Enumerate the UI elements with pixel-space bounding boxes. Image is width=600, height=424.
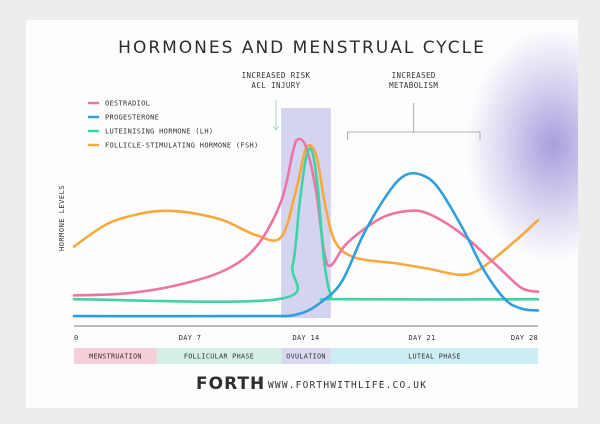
registered-mark: ®: [257, 377, 263, 384]
series-line-follicle-stimulating-hormone-fsh: [72, 144, 540, 277]
footer: FORTH ® WWW.FORTHWITHLIFE.CO.UK: [196, 374, 427, 394]
phase-bar: MENSTRUATION FOLLICULAR PHASE OVULATION LUT…: [74, 348, 538, 364]
hormone-chart: HORMONES AND MENSTRUAL CYCLE OESTRADIOL P…: [58, 38, 540, 394]
legend-label: LUTEINISING HORMONE (LH): [105, 128, 213, 136]
phase-segment: [330, 348, 538, 364]
ovulation-shaded-region: [281, 108, 331, 318]
x-tick-labels: 0 DAY 7 DAY 14 DAY 21 DAY 28: [74, 334, 538, 342]
phase-label: OVULATION: [286, 353, 326, 361]
decorative-glow: [468, 30, 578, 260]
phase-label: LUTEAL PHASE: [408, 353, 461, 361]
x-tick-label: DAY 14: [292, 334, 319, 342]
y-axis-label: HORMONE LEVELS: [58, 185, 66, 251]
x-tick-label: DAY 28: [511, 334, 538, 342]
annotation-metabolism-text: INCREASED: [392, 71, 436, 80]
chart-title: HORMONES AND MENSTRUAL CYCLE: [118, 38, 486, 58]
series-lines: [72, 137, 540, 318]
legend-label: OESTRADIOL: [105, 100, 150, 108]
x-tick-label: 0: [74, 334, 79, 342]
legend-label: FOLLICLE-STIMULATING HORMONE (FSH): [105, 142, 259, 150]
phase-segment: [156, 348, 282, 364]
legend: OESTRADIOL PROGESTERONE LUTEINISING HORMON…: [87, 100, 259, 150]
x-tick-label: DAY 7: [179, 334, 202, 342]
website-url: WWW.FORTHWITHLIFE.CO.UK: [268, 380, 427, 391]
x-tick-label: DAY 21: [408, 334, 435, 342]
annotation-acl-text: INCREASED RISK: [242, 71, 311, 80]
phase-segment: [74, 348, 157, 364]
annotation-metabolism-text: METABOLISM: [389, 81, 438, 90]
forth-logo: FORTH: [196, 374, 265, 394]
series-line-progesterone: [72, 171, 540, 318]
phase-label: MENSTRUATION: [89, 353, 142, 361]
annotation-acl-text: ACL INJURY: [251, 81, 300, 90]
phase-segment: [281, 348, 331, 364]
annotation-bracket: [347, 103, 481, 140]
phase-label: FOLLICULAR PHASE: [184, 353, 254, 361]
legend-label: PROGESTERONE: [105, 114, 159, 122]
chart-card: HORMONES AND MENSTRUAL CYCLE OESTRADIOL P…: [26, 20, 578, 408]
annotation-arrow: [272, 100, 280, 131]
